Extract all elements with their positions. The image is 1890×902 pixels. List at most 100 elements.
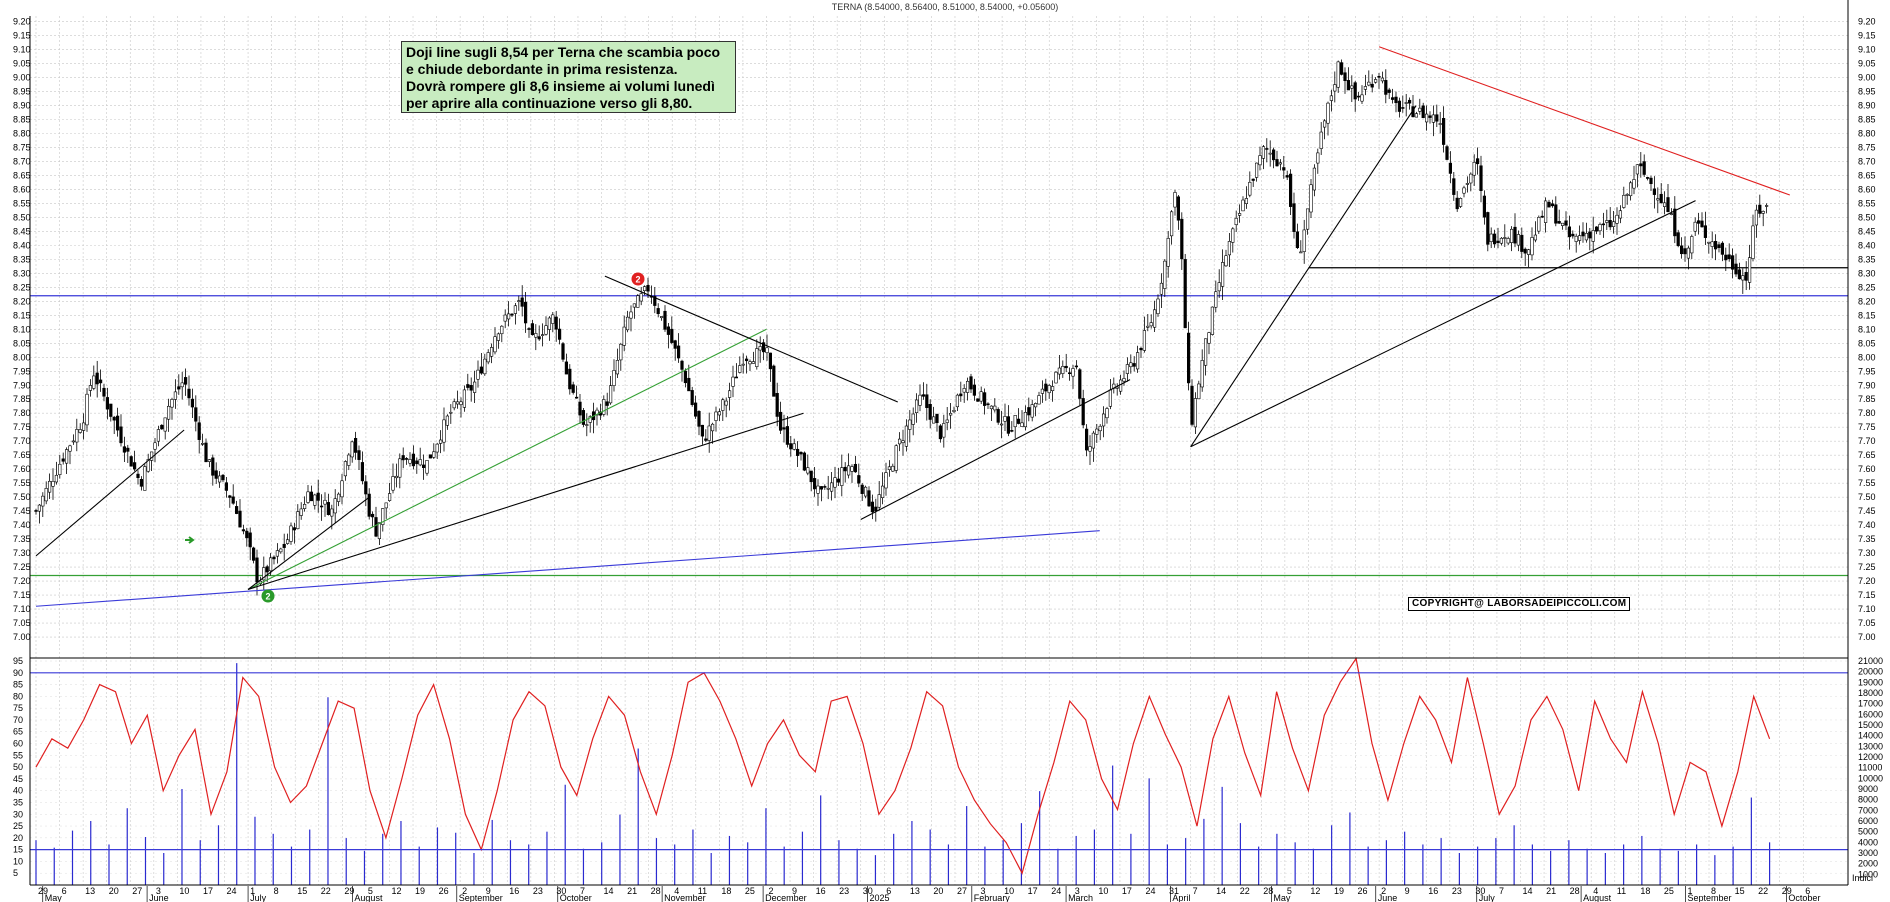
price-tick-left: 7.05 — [13, 618, 31, 628]
candle-body — [1438, 123, 1442, 125]
candle-body — [959, 393, 963, 397]
candle-body — [595, 409, 599, 416]
candle-body — [952, 410, 956, 412]
candle-body — [88, 385, 92, 391]
price-tick-left: 8.05 — [13, 338, 31, 348]
price-tick-left: 7.60 — [13, 464, 31, 474]
candle-body — [1333, 84, 1337, 92]
candle-body — [1578, 235, 1582, 241]
candle-body — [496, 333, 501, 341]
candle-body — [1057, 367, 1061, 375]
candle-body — [1278, 162, 1282, 165]
price-tick-right: 7.10 — [1858, 604, 1876, 614]
candle-body — [479, 366, 484, 374]
candle-body — [1115, 386, 1119, 389]
candle-body — [680, 360, 684, 370]
candle-body — [1367, 81, 1371, 86]
candle-body — [1350, 85, 1354, 89]
candle-body — [1499, 237, 1503, 244]
candle-body — [1139, 348, 1143, 351]
month-label: October — [560, 893, 592, 902]
candle-body — [1642, 161, 1646, 175]
candle-body — [1414, 113, 1418, 118]
candle-body — [1431, 114, 1435, 123]
candle-body — [201, 442, 205, 445]
oscillator-tick: 60 — [13, 739, 23, 749]
candle-body — [1265, 148, 1269, 150]
candle-body — [211, 457, 215, 476]
price-tick-right: 8.40 — [1858, 240, 1876, 250]
copyright-label: COPYRIGHT@ LABORSADEIPICCOLI.COM — [1408, 597, 1631, 611]
candle-body — [1503, 237, 1507, 239]
candle-body — [659, 316, 664, 319]
candle-body — [1302, 229, 1306, 252]
candle-body — [1669, 213, 1673, 215]
month-label: June — [149, 893, 169, 902]
price-tick-right: 7.75 — [1858, 422, 1876, 432]
day-tick: 8 — [274, 886, 279, 896]
price-tick-left: 8.60 — [13, 184, 31, 194]
price-tick-left: 7.90 — [13, 380, 31, 390]
candle-body — [1615, 214, 1619, 224]
candle-body — [455, 401, 460, 405]
volume-tick: 1000 — [1858, 869, 1878, 879]
candle-body — [126, 447, 130, 452]
candle-body — [1574, 235, 1578, 242]
candle-body — [775, 393, 779, 417]
candle-body — [353, 438, 358, 453]
candle-body — [1091, 432, 1095, 449]
arrow-right-icon — [185, 536, 195, 544]
candle-body — [765, 347, 769, 353]
candle-body — [1013, 415, 1017, 428]
trendline-black — [1190, 200, 1696, 448]
month-label: 2025 — [869, 893, 889, 902]
candle-body — [554, 316, 558, 330]
candle-body — [1476, 158, 1480, 165]
candle-body — [1571, 233, 1575, 237]
candle-body — [704, 438, 708, 441]
candle-body — [1357, 95, 1361, 98]
candle-body — [1486, 212, 1490, 245]
candle-body — [670, 328, 674, 343]
candle-body — [401, 455, 405, 461]
price-tick-right: 8.95 — [1858, 87, 1876, 97]
candle-body — [867, 490, 871, 507]
candle-body — [568, 368, 572, 390]
candle-body — [466, 384, 470, 388]
candle-body — [357, 450, 361, 460]
candle-body — [1227, 241, 1231, 256]
candle-body — [61, 458, 65, 462]
candle-body — [1085, 428, 1089, 451]
oscillator-tick: 35 — [13, 797, 23, 807]
day-tick: 14 — [1216, 886, 1226, 896]
candle-body — [1605, 220, 1609, 223]
candle-body — [1588, 231, 1592, 239]
price-tick-right: 8.65 — [1858, 170, 1876, 180]
trendline-black — [247, 496, 370, 590]
candle-body — [1530, 237, 1534, 256]
price-tick-right: 9.10 — [1858, 45, 1876, 55]
candle-body — [1374, 79, 1378, 83]
candle-body — [1183, 259, 1187, 329]
candle-body — [751, 361, 755, 364]
candle-body — [999, 423, 1004, 426]
price-tick-left: 7.80 — [13, 408, 31, 418]
price-tick-left: 7.40 — [13, 520, 31, 530]
price-tick-right: 8.00 — [1858, 352, 1876, 362]
trendline-black — [247, 412, 804, 590]
trendline-black — [1190, 105, 1417, 448]
candle-body — [1176, 196, 1180, 221]
candle-body — [1455, 197, 1459, 210]
candle-body — [1510, 228, 1514, 243]
candle-body — [792, 443, 796, 450]
candle-body — [214, 470, 218, 479]
candle-body — [350, 441, 354, 458]
price-tick-right: 7.60 — [1858, 464, 1876, 474]
candle-body — [1125, 364, 1129, 374]
volume-tick: 2000 — [1858, 859, 1878, 869]
candle-body — [415, 460, 419, 465]
price-tick-left: 8.40 — [13, 240, 31, 250]
candle-body — [1635, 164, 1639, 175]
candle-body — [459, 401, 463, 405]
